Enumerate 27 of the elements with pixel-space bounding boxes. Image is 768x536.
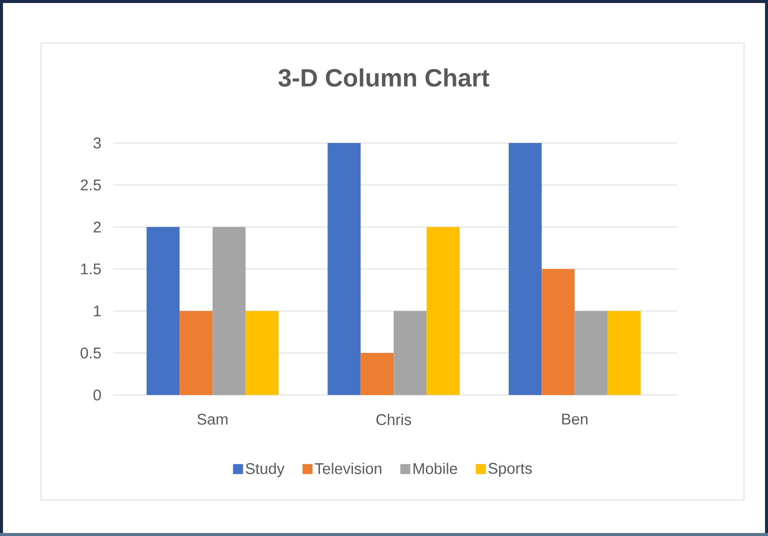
- legend-label: Television: [314, 462, 382, 474]
- bar: [146, 226, 180, 395]
- x-tick-label: Chris: [376, 414, 412, 426]
- y-tick-label: 2.5: [80, 180, 101, 190]
- legend-label: Mobile: [414, 462, 458, 474]
- legend-label: Sports: [488, 462, 532, 477]
- bar: [360, 352, 394, 395]
- x-tick-label: Ben: [562, 414, 588, 425]
- chart-title: 3-D Column Chart: [278, 68, 490, 87]
- bar: [246, 310, 279, 395]
- bar: [426, 226, 460, 395]
- legend-label: Study: [246, 462, 284, 478]
- bar: [394, 310, 427, 395]
- bar: [508, 142, 542, 395]
- bar: [212, 226, 246, 395]
- y-tick-label: 1.5: [81, 264, 101, 274]
- bar: [328, 142, 361, 395]
- y-tick-label: 2: [94, 222, 101, 232]
- bar: [542, 268, 575, 395]
- y-tick-label: 0: [94, 390, 101, 400]
- x-tick-label: Sam: [197, 414, 228, 425]
- bar: [574, 310, 608, 395]
- bar: [180, 310, 213, 395]
- bar: [608, 310, 641, 395]
- y-tick-label: 3: [93, 138, 101, 148]
- y-tick-label: 0.5: [80, 348, 101, 358]
- y-tick-label: 1: [94, 306, 101, 316]
